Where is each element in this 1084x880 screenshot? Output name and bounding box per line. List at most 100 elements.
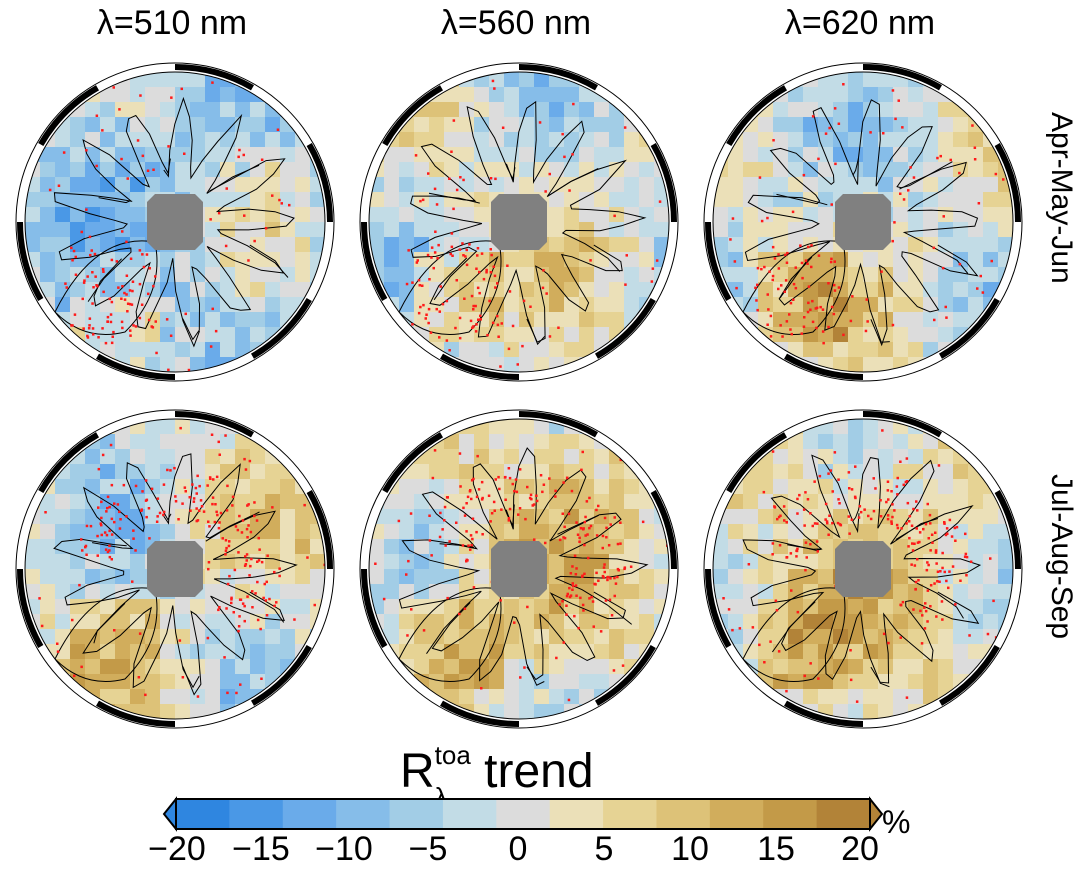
- significance-marker: [454, 326, 457, 330]
- trend-cell: [534, 599, 550, 615]
- trend-cell: [55, 614, 71, 630]
- trend-cell: [145, 177, 161, 193]
- greenland-coastline: [398, 240, 502, 335]
- significance-marker: [928, 513, 932, 517]
- significance-marker: [905, 696, 909, 699]
- trend-cell: [624, 614, 640, 630]
- trend-cell: [728, 147, 744, 163]
- significance-marker: [120, 157, 123, 161]
- significance-marker: [71, 259, 74, 262]
- colorbar-title-rest: trend: [470, 745, 594, 798]
- trend-cell: [175, 524, 191, 540]
- trend-cell: [923, 237, 939, 253]
- trend-cell: [310, 222, 325, 238]
- significance-marker: [762, 490, 766, 494]
- trend-cell: [130, 659, 146, 675]
- trend-cell: [489, 117, 505, 133]
- trend-cell: [594, 464, 610, 480]
- trend-cell: [728, 674, 744, 690]
- trend-cell: [983, 524, 999, 540]
- trend-cell: [70, 282, 86, 298]
- trend-cell: [160, 87, 176, 103]
- significance-marker: [605, 536, 608, 539]
- significance-marker: [625, 254, 628, 257]
- trend-cell: [639, 327, 655, 343]
- trend-cell: [25, 539, 41, 555]
- significance-marker: [571, 588, 574, 591]
- trend-cell: [654, 434, 669, 450]
- trend-cell: [818, 132, 834, 148]
- trend-cell: [863, 479, 879, 495]
- significance-marker: [246, 536, 249, 539]
- significance-marker: [829, 469, 833, 472]
- significance-marker: [569, 572, 573, 575]
- trend-cell: [190, 117, 206, 133]
- trend-cell: [160, 177, 176, 193]
- trend-cell: [773, 297, 789, 313]
- significance-marker: [480, 252, 484, 255]
- trend-cell: [803, 629, 819, 645]
- significance-marker: [140, 509, 143, 512]
- trend-cell: [115, 494, 131, 510]
- significance-marker: [117, 286, 120, 289]
- significance-marker: [595, 534, 599, 537]
- significance-marker: [226, 691, 229, 695]
- trend-cell: [953, 117, 969, 133]
- significance-marker: [571, 153, 574, 156]
- trend-cell: [833, 644, 849, 660]
- significance-marker: [965, 574, 968, 577]
- significance-marker: [138, 249, 142, 252]
- trend-cell: [803, 524, 819, 540]
- row-label-amj: Apr-May-Jun: [1045, 112, 1078, 284]
- significance-marker: [278, 567, 281, 570]
- significance-marker: [865, 298, 868, 301]
- trend-cell: [235, 449, 251, 465]
- significance-marker: [923, 627, 927, 630]
- significance-marker: [581, 450, 584, 454]
- significance-marker: [566, 592, 569, 596]
- significance-marker: [108, 544, 111, 548]
- trend-cell: [489, 464, 505, 480]
- trend-cell: [70, 569, 86, 585]
- trend-cell: [923, 464, 939, 480]
- trend-cell: [878, 117, 894, 133]
- trend-cell: [504, 177, 520, 193]
- significance-marker: [62, 151, 66, 154]
- trend-cell: [474, 207, 490, 223]
- trend-cell: [743, 282, 759, 298]
- trend-cell: [983, 222, 999, 238]
- trend-cell: [803, 494, 819, 510]
- trend-cell: [384, 72, 400, 88]
- trend-cell: [609, 629, 625, 645]
- trend-cell: [280, 479, 296, 495]
- significance-marker: [890, 520, 893, 523]
- trend-cell: [878, 674, 894, 690]
- trend-cell: [145, 132, 161, 148]
- trend-cell: [115, 659, 131, 675]
- significance-marker: [477, 488, 481, 491]
- significance-marker: [890, 490, 893, 493]
- significance-marker: [772, 139, 775, 142]
- trend-cell: [474, 117, 490, 133]
- significance-marker: [607, 544, 611, 547]
- trend-cell: [369, 554, 385, 570]
- significance-marker: [130, 303, 134, 306]
- trend-cell: [938, 237, 954, 253]
- trend-cell: [85, 674, 101, 690]
- trend-cell: [938, 297, 954, 313]
- pole-mask: [147, 541, 203, 597]
- trend-cell: [40, 252, 56, 268]
- significance-marker: [265, 614, 269, 617]
- significance-marker: [508, 290, 512, 293]
- trend-cell: [639, 192, 655, 208]
- trend-cell: [579, 147, 595, 163]
- significance-marker: [162, 483, 166, 486]
- trend-cell: [594, 177, 610, 193]
- trend-cell: [983, 614, 999, 630]
- colorbar-segment: [176, 799, 230, 829]
- trend-cell: [803, 312, 819, 328]
- significance-marker: [919, 609, 922, 613]
- significance-marker: [941, 266, 945, 270]
- trend-cell: [265, 494, 281, 510]
- trend-cell: [908, 479, 924, 495]
